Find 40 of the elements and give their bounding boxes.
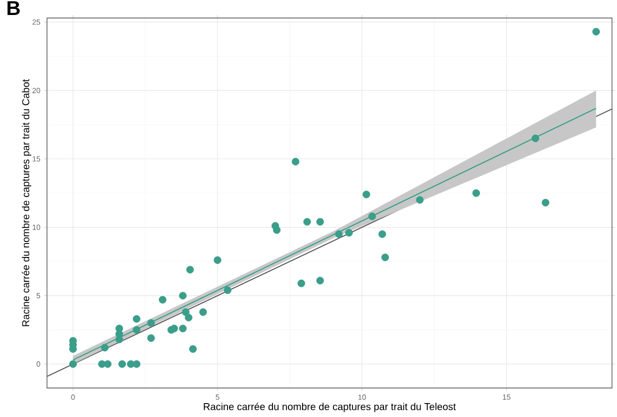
point (472, 189, 480, 197)
point (214, 256, 222, 264)
point (272, 226, 281, 234)
point (115, 336, 124, 344)
x-axis-title: Racine carrée du nombre de captures par trait du Teleost (204, 402, 456, 412)
point (170, 324, 178, 332)
point (335, 230, 343, 238)
point (132, 360, 140, 368)
point (345, 228, 353, 237)
point (378, 230, 386, 238)
point (381, 254, 389, 262)
point (147, 319, 155, 327)
point (132, 326, 140, 334)
point (104, 360, 112, 368)
chart-title: B (8, 1, 20, 15)
point (316, 276, 324, 284)
point (224, 286, 232, 294)
point (532, 134, 540, 142)
point (368, 212, 376, 220)
point (592, 28, 600, 36)
point (199, 308, 207, 316)
point (542, 198, 550, 206)
point (118, 360, 126, 368)
point (189, 345, 197, 353)
point (298, 280, 306, 288)
point (69, 360, 77, 368)
point (147, 334, 155, 342)
point (186, 266, 194, 274)
point (362, 190, 370, 198)
point (179, 292, 187, 300)
point (179, 324, 187, 332)
point (158, 296, 166, 304)
point (132, 315, 140, 323)
point (316, 218, 324, 226)
point (101, 344, 109, 352)
point (303, 218, 311, 226)
y-axis-title: Racine carrée du nombre de captures par trait du Cabot (22, 79, 32, 326)
point (292, 158, 300, 166)
point (416, 196, 424, 204)
point (184, 314, 192, 322)
